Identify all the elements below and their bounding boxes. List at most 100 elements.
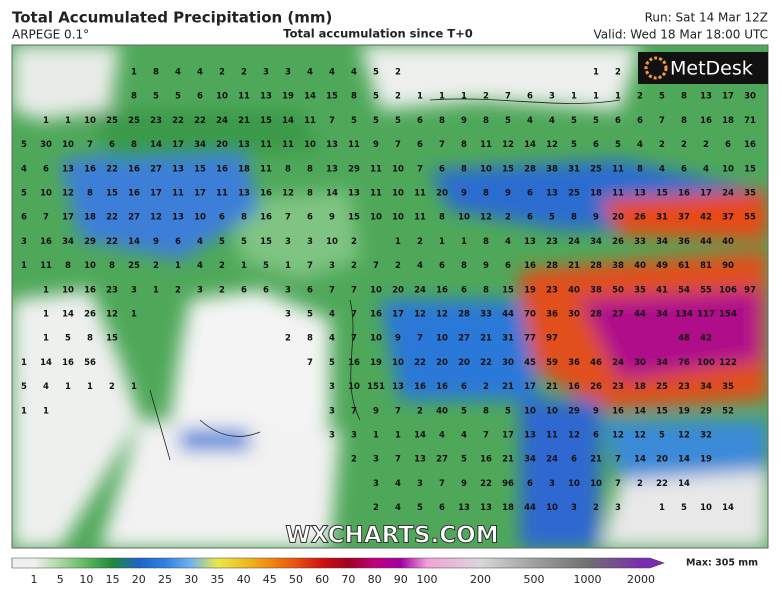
map-value: 5	[461, 406, 467, 416]
map-value: 28	[458, 310, 470, 320]
map-value: 18	[238, 164, 250, 174]
map-value: 6	[219, 213, 225, 223]
map-value: 3	[285, 237, 291, 247]
map-value: 4	[329, 68, 335, 78]
map-value: 2	[505, 213, 511, 223]
colorbar-label: 35	[210, 573, 224, 586]
map-value: 13	[238, 189, 250, 199]
map-value: 55	[744, 213, 756, 223]
map-value: 29	[568, 406, 580, 416]
map-value: 3	[285, 68, 291, 78]
map-value: 23	[546, 237, 558, 247]
map-value: 46	[590, 358, 602, 368]
map-value: 17	[722, 92, 734, 102]
map-value: 71	[744, 116, 756, 126]
map-value: 11	[238, 92, 250, 102]
map-value: 5	[373, 92, 379, 102]
map-value: 37	[678, 213, 690, 223]
map-value: 10	[392, 213, 404, 223]
map-value: 8	[307, 164, 313, 174]
map-value: 7	[483, 431, 489, 441]
map-value: 26	[84, 310, 96, 320]
map-value: 20	[216, 140, 228, 150]
map-value: 19	[700, 455, 712, 465]
header: Total Accumulated Precipitation (mm) ARP…	[12, 9, 768, 42]
colorbar-label: 15	[106, 573, 120, 586]
map-value: 5	[351, 116, 357, 126]
map-value: 3	[329, 431, 335, 441]
map-value: 7	[351, 310, 357, 320]
map-value: 19	[678, 406, 690, 416]
map-value: 10	[304, 140, 316, 150]
map-value: 16	[700, 116, 712, 126]
map-value: 16	[568, 382, 580, 392]
map-value: 5	[659, 431, 665, 441]
map-value: 34	[194, 140, 206, 150]
map-value: 8	[461, 261, 467, 271]
map-value: 8	[285, 164, 291, 174]
map-value: 3	[263, 68, 269, 78]
map-value: 2	[373, 503, 379, 513]
map-value: 2	[483, 92, 489, 102]
map-value: 35	[634, 285, 646, 295]
map-value: 5	[307, 310, 313, 320]
map-value: 4	[197, 237, 203, 247]
map-value: 10	[40, 189, 52, 199]
map-value: 9	[395, 334, 401, 344]
colorbar-label: 10	[79, 573, 93, 586]
map-value: 22	[172, 116, 184, 126]
colorbar-bar	[11, 557, 665, 569]
map-value: 15	[502, 285, 514, 295]
map-value: 1	[395, 237, 401, 247]
map-value: 8	[241, 213, 247, 223]
map-value: 15	[260, 237, 272, 247]
map-value: 12	[612, 431, 624, 441]
map-value: 23	[678, 382, 690, 392]
map-value: 38	[546, 164, 558, 174]
map-value: 29	[348, 164, 360, 174]
map-value: 2	[175, 285, 181, 295]
map-value: 2	[219, 261, 225, 271]
map-value: 5	[373, 116, 379, 126]
map-value: 2	[351, 237, 357, 247]
map-value: 15	[106, 189, 118, 199]
map-value: 6	[681, 164, 687, 174]
map-value: 14	[282, 116, 294, 126]
map-value: 3	[373, 455, 379, 465]
map-value: 9	[461, 116, 467, 126]
map-value: 14	[304, 92, 316, 102]
map-value: 18	[634, 382, 646, 392]
map-value: 17	[700, 189, 712, 199]
map-value: 44	[700, 237, 712, 247]
map-value: 3	[373, 479, 379, 489]
map-value: 30	[40, 140, 52, 150]
map-value: 22	[106, 213, 118, 223]
map-value: 5	[65, 334, 71, 344]
map-value: 23	[150, 116, 162, 126]
map-value: 6	[439, 164, 445, 174]
map-value: 5	[175, 92, 181, 102]
map-value: 9	[593, 213, 599, 223]
colorbar-label: 90	[394, 573, 408, 586]
map-value: 10	[722, 164, 734, 174]
map-value: 1	[571, 92, 577, 102]
map-value: 6	[571, 455, 577, 465]
map-field	[12, 45, 768, 548]
map-value: 7	[329, 116, 335, 126]
map-value: 34	[656, 237, 668, 247]
map-value: 5	[153, 92, 159, 102]
map-value: 6	[593, 431, 599, 441]
map-value: 16	[524, 261, 536, 271]
map-value: 9	[373, 140, 379, 150]
map-value: 2	[109, 382, 115, 392]
map-value: 6	[307, 285, 313, 295]
map-value: 7	[615, 455, 621, 465]
map-value: 5	[241, 237, 247, 247]
valid: Valid: Wed 18 Mar 18:00 UTC	[594, 28, 768, 42]
map-value: 1	[21, 406, 27, 416]
map-value: 13	[524, 237, 536, 247]
map-value: 11	[172, 189, 184, 199]
map-value: 16	[84, 285, 96, 295]
map-value: 10	[370, 285, 382, 295]
map-value: 21	[590, 455, 602, 465]
